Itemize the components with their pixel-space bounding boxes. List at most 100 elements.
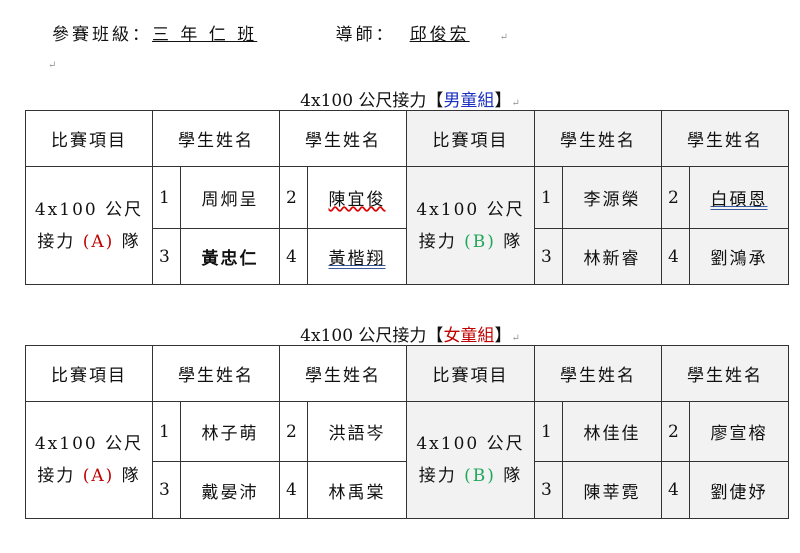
student-name[interactable]: 廖宣榕 [689,401,789,462]
student-name-text: 戴晏沛 [201,482,259,503]
group-name: 女童組 [443,326,495,346]
student-name-text: 林佳佳 [583,424,641,444]
runner-order: 2 [661,166,690,229]
event-line1: 4x100 公尺 [34,199,144,220]
column-header: 學生姓名 [152,110,280,167]
student-name-text: 林子萌 [201,424,259,444]
runner-order: 2 [279,166,308,229]
column-header: 比賽項目 [406,110,535,167]
header-row: 比賽項目 學生姓名 學生姓名 比賽項目 學生姓名 學生姓名 [25,345,789,402]
event-line1: 4x100 公尺 [34,434,144,454]
event-cell-team_a: 4x100 公尺 接力 (A) 隊 [25,166,153,285]
team-tag: (A) [82,231,115,252]
event-suffix: 隊 [503,231,523,252]
class-label: 參賽班級： [52,25,152,45]
runner-order: 1 [534,401,563,462]
student-name-text: 周炯呈 [201,190,259,210]
paragraph-mark-icon: ↵ [48,60,57,71]
student-name[interactable]: 林禹棠 [307,461,407,519]
runner-order: 2 [661,401,690,462]
teacher-label: 導師： [335,25,396,45]
event-suffix: 隊 [121,466,141,486]
student-name[interactable]: 劉鴻承 [689,228,789,285]
teacher-value[interactable]: 邱俊宏 [409,25,470,45]
column-header: 學生姓名 [534,110,662,167]
table-title: 4x100 公尺接力【女童組】↵ [0,321,800,346]
event-line2: 接力 [418,231,457,252]
student-name[interactable]: 白碩恩 [689,166,789,229]
student-name[interactable]: 戴晏沛 [180,461,280,519]
relay-table: 比賽項目 學生姓名 學生姓名 比賽項目 學生姓名 學生姓名 4x100 公尺 接力 (A) … [25,345,789,519]
paragraph-mark-icon: ↵ [511,333,520,344]
student-name[interactable]: 林佳佳 [562,401,662,462]
column-header: 學生姓名 [661,345,789,402]
runner-order: 3 [152,461,181,519]
student-name-text: 林新睿 [583,249,641,269]
title-text: 4x100 公尺接力【 [300,91,444,111]
student-name[interactable]: 洪語岑 [307,401,407,462]
event-line2: 接力 [418,466,457,486]
event-suffix: 隊 [121,231,141,252]
event-cell-team_a: 4x100 公尺 接力 (A) 隊 [25,401,153,519]
student-name-text: 李源榮 [583,190,641,210]
student-name[interactable]: 陳莘霓 [562,461,662,519]
runner-order: 4 [661,228,690,285]
student-name[interactable]: 周炯呈 [180,166,280,229]
runner-order: 2 [279,401,308,462]
student-name-text: 劉鴻承 [710,249,768,269]
event-cell-team_b: 4x100 公尺 接力 (B) 隊 [406,401,535,519]
student-name-text: 陳莘霓 [583,482,641,503]
table-row: 4x100 公尺 接力 (A) 隊 1 周炯呈 2 陳宜俊 4x100 公尺 接力 (B) 隊… [25,166,789,285]
runner-order: 4 [279,461,308,519]
student-name[interactable]: 林新睿 [562,228,662,285]
column-header: 學生姓名 [152,345,280,402]
event-line2: 接力 [37,231,76,252]
student-name-text: 廖宣榕 [710,424,768,444]
event-suffix: 隊 [503,466,523,486]
runner-order: 4 [279,228,308,285]
column-header: 學生姓名 [279,345,407,402]
table-row: 3 戴晏沛 4 林禹棠 3 陳莘霓 4 劉倢妤 [26,461,789,519]
student-name-text: 白碩恩 [710,190,768,210]
column-header: 比賽項目 [25,345,153,402]
event-cell-team_b: 4x100 公尺 接力 (B) 隊 [406,166,535,285]
relay-table: 比賽項目 學生姓名 學生姓名 比賽項目 學生姓名 學生姓名 4x100 公尺 接力 (A) … [25,110,789,285]
title-text: 4x100 公尺接力【 [300,326,444,346]
student-name[interactable]: 黃楷翔 [307,228,407,285]
runner-order: 1 [152,401,181,462]
column-header: 學生姓名 [661,110,789,167]
column-header: 學生姓名 [534,345,662,402]
title-bracket: 】 [494,91,512,111]
column-header: 學生姓名 [279,110,407,167]
header-row: 比賽項目 學生姓名 學生姓名 比賽項目 學生姓名 學生姓名 [25,110,789,167]
student-name[interactable]: 黃忠仁 [180,228,280,285]
student-name-text: 陳宜俊 [328,190,386,210]
column-header: 比賽項目 [406,345,535,402]
runner-order: 1 [534,166,563,229]
team-tag: (B) [464,231,496,252]
runner-order: 4 [661,461,690,519]
runner-order: 3 [534,461,563,519]
group-name: 男童組 [443,91,495,111]
table-title: 4x100 公尺接力【男童組】↵ [0,86,800,111]
event-line1: 4x100 公尺 [416,199,525,220]
runner-order: 3 [534,228,563,285]
student-name-text: 黃忠仁 [201,249,259,269]
student-name[interactable]: 李源榮 [562,166,662,229]
runner-order: 3 [152,228,181,285]
student-name[interactable]: 陳宜俊 [307,166,407,229]
team-tag: (B) [464,466,496,486]
runner-order: 1 [152,166,181,229]
team-tag: (A) [82,466,115,486]
title-bracket: 】 [494,326,512,346]
student-name[interactable]: 林子萌 [180,401,280,462]
paragraph-mark-icon: ↵ [511,98,520,109]
event-line1: 4x100 公尺 [416,434,525,454]
student-name-text: 林禹棠 [328,482,386,503]
student-name-text: 黃楷翔 [328,249,386,269]
student-name[interactable]: 劉倢妤 [689,461,789,519]
student-name-text: 洪語岑 [328,424,386,444]
table-row: 3 黃忠仁 4 黃楷翔 3 林新睿 4 劉鴻承 [26,228,789,285]
class-info-line: 參賽班級：三 年 仁 班 導師： 邱俊宏 ↵ [52,20,511,45]
class-value[interactable]: 三 年 仁 班 [152,25,258,45]
